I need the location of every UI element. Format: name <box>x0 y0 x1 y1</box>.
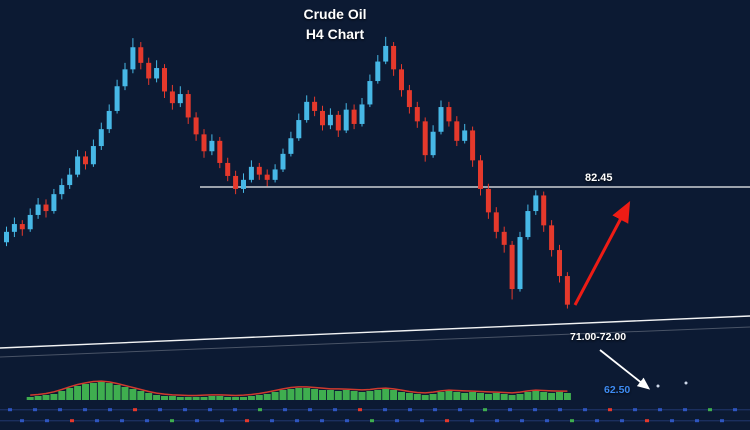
support-zone-label: 71.00-72.00 <box>570 331 627 343</box>
chart-title-block: Crude Oil H4 Chart <box>0 4 670 44</box>
chart-title: Crude Oil <box>303 6 367 22</box>
resistance-price-label: 82.45 <box>585 172 613 184</box>
target-price-label: 62.50 <box>604 384 631 396</box>
chart-subtitle: H4 Chart <box>305 26 365 42</box>
